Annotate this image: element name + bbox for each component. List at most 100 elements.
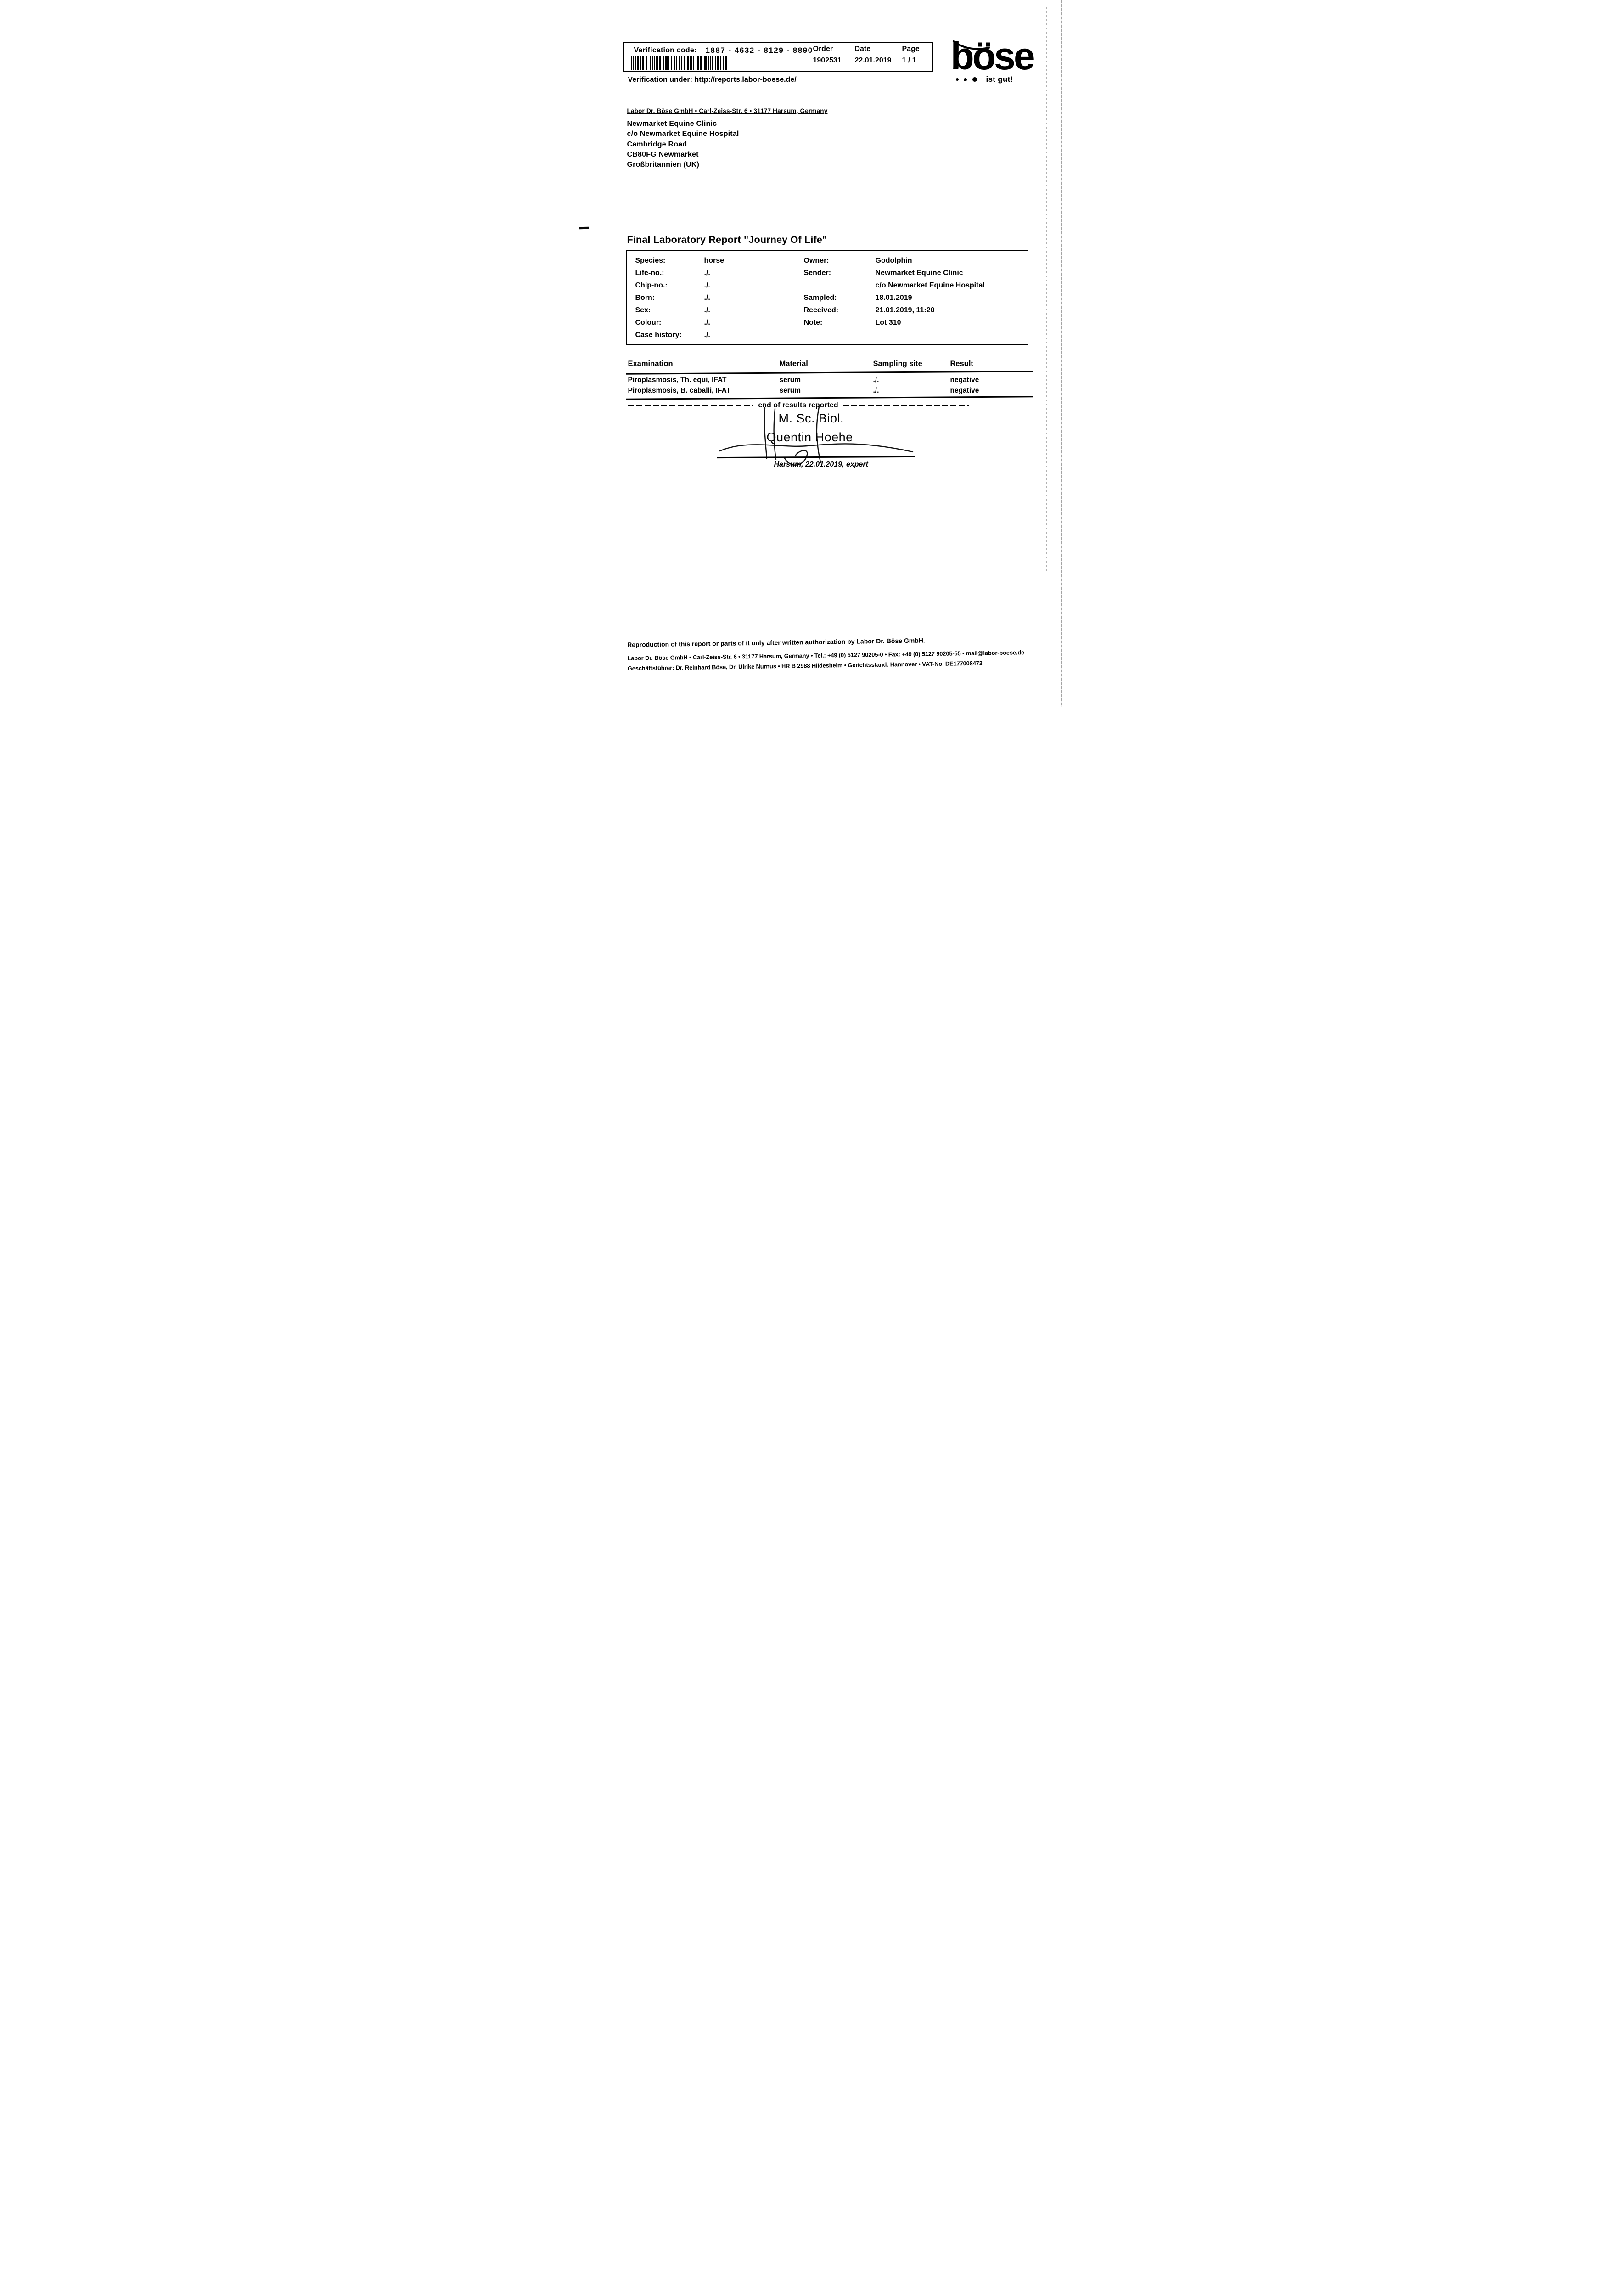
specimen-label: Species: bbox=[635, 257, 666, 264]
footer-reproduction-line: Reproduction of this report or parts of … bbox=[627, 636, 925, 648]
scan-artifact-line bbox=[1060, 0, 1062, 707]
logo-dot-icon bbox=[955, 78, 959, 81]
table-rule-bottom bbox=[626, 396, 1033, 400]
material-cell: serum bbox=[779, 376, 801, 384]
specimen-row: Life-no.: ./. bbox=[635, 269, 724, 281]
specimen-label: Case history: bbox=[635, 331, 682, 339]
specimen-label: Sender: bbox=[803, 269, 831, 277]
specimen-label: Chip-no.: bbox=[635, 281, 668, 289]
specimen-value: ./. bbox=[704, 269, 710, 277]
specimen-row: c/o Newmarket Equine Hospital bbox=[804, 281, 985, 294]
specimen-label: Sampled: bbox=[803, 294, 837, 302]
signature-scribble bbox=[719, 406, 913, 466]
specimen-row: Colour: ./. bbox=[635, 319, 724, 331]
specimen-row: Case history: ./. bbox=[635, 331, 724, 343]
examination-cell: Piroplasmosis, Th. equi, IFAT bbox=[628, 376, 727, 384]
logo-dot-icon bbox=[972, 77, 977, 82]
verification-code-value: 1887 - 4632 - 8129 - 8890 bbox=[705, 46, 813, 55]
specimen-row: Owner: Godolphin bbox=[804, 257, 985, 269]
specimen-value: 21.01.2019, 11:20 bbox=[875, 306, 935, 314]
specimen-value: 18.01.2019 bbox=[875, 294, 912, 302]
results-header-row: Examination Material Sampling site Result bbox=[628, 360, 973, 368]
specimen-label: Note: bbox=[803, 319, 823, 326]
end-of-results-line: end of results reported bbox=[628, 401, 969, 410]
scanned-lab-report-page: Verification code: 1887 - 4632 - 8129 - … bbox=[559, 0, 1064, 715]
specimen-info-box: Species: horse Life-no.: ./. Chip-no.: ./. … bbox=[626, 250, 1028, 345]
results-row: Piroplasmosis, B. caballi, IFAT serum ./. n… bbox=[628, 387, 979, 395]
date-label: Date bbox=[854, 45, 871, 53]
specimen-right-column: Owner: Godolphin Sender: Newmarket Equine … bbox=[804, 257, 985, 331]
specimen-left-column: Species: horse Life-no.: ./. Chip-no.: ./. … bbox=[635, 257, 724, 343]
specimen-label: Sex: bbox=[635, 306, 651, 314]
end-of-results-text: end of results reported bbox=[758, 401, 838, 409]
sampling-site-cell: ./. bbox=[873, 387, 879, 394]
specimen-value: Newmarket Equine Clinic bbox=[875, 269, 963, 277]
table-rule-top bbox=[626, 371, 1033, 375]
specimen-row: Note: Lot 310 bbox=[804, 319, 985, 331]
recipient-line: Großbritannien (UK) bbox=[627, 161, 700, 169]
recipient-line: Newmarket Equine Clinic bbox=[627, 120, 717, 128]
page-column: Page 1 / 1 bbox=[902, 45, 920, 65]
examination-cell: Piroplasmosis, B. caballi, IFAT bbox=[628, 387, 731, 394]
specimen-value: ./. bbox=[704, 306, 710, 314]
specimen-row: Chip-no.: ./. bbox=[635, 281, 724, 294]
order-label: Order bbox=[813, 45, 833, 53]
logo-smile-arc-icon bbox=[952, 40, 990, 50]
recipient-line: Cambridge Road bbox=[627, 140, 687, 148]
order-column: Order 1902531 bbox=[813, 45, 842, 65]
signature-name: Quentin Hoehe bbox=[766, 430, 853, 444]
sampling-site-cell: ./. bbox=[873, 376, 879, 384]
specimen-label: Colour: bbox=[635, 319, 662, 326]
specimen-row: Sex: ./. bbox=[635, 306, 724, 319]
specimen-row: Species: horse bbox=[635, 257, 724, 269]
specimen-row: Received: 21.01.2019, 11:20 bbox=[804, 306, 985, 319]
recipient-address-block: Newmarket Equine Clinic c/o Newmarket Eq… bbox=[627, 119, 739, 170]
specimen-value: ./. bbox=[704, 331, 710, 339]
verification-code-label: Verification code: bbox=[634, 46, 697, 54]
results-header-result: Result bbox=[950, 360, 973, 368]
specimen-value: ./. bbox=[704, 281, 710, 289]
fold-mark bbox=[579, 226, 589, 230]
results-header-examination: Examination bbox=[628, 360, 673, 368]
recipient-line: c/o Newmarket Equine Hospital bbox=[627, 130, 739, 138]
signature-degree: M. Sc. Biol. bbox=[778, 411, 844, 425]
date-column: Date 22.01.2019 bbox=[855, 45, 892, 65]
footer-legal-line: Geschäftsführer: Dr. Reinhard Böse, Dr. … bbox=[627, 659, 983, 672]
page-label: Page bbox=[902, 45, 920, 53]
barcode bbox=[631, 56, 734, 70]
results-row: Piroplasmosis, Th. equi, IFAT serum ./. neg… bbox=[628, 376, 979, 384]
dash-run bbox=[628, 405, 754, 406]
specimen-value: ./. bbox=[704, 319, 710, 326]
page-value: 1 / 1 bbox=[902, 56, 916, 64]
specimen-row: Sampled: 18.01.2019 bbox=[804, 294, 985, 306]
specimen-label: Born: bbox=[635, 294, 655, 302]
logo-wordmark: böse bbox=[950, 34, 1035, 78]
scan-artifact-line bbox=[1045, 7, 1047, 572]
report-title: Final Laboratory Report "Journey Of Life… bbox=[627, 234, 827, 245]
result-cell: negative bbox=[950, 387, 979, 394]
logo-tagline-text: ist gut! bbox=[986, 75, 1013, 84]
specimen-value: c/o Newmarket Equine Hospital bbox=[875, 281, 985, 289]
logo-tagline: ist gut! bbox=[955, 75, 1038, 84]
specimen-value: Godolphin bbox=[875, 257, 912, 264]
footer: Reproduction of this report or parts of … bbox=[627, 635, 1031, 672]
date-value: 22.01.2019 bbox=[854, 56, 892, 64]
signature-dateline: Harsum, 22.01.2019, expert bbox=[774, 461, 868, 468]
specimen-value: horse bbox=[704, 257, 724, 264]
specimen-row: Sender: Newmarket Equine Clinic bbox=[804, 269, 985, 281]
specimen-label: Received: bbox=[803, 306, 839, 314]
results-header-sampling-site: Sampling site bbox=[873, 360, 922, 368]
sender-address-line: Labor Dr. Böse GmbH • Carl-Zeiss-Str. 6 … bbox=[627, 107, 828, 114]
specimen-label: Owner: bbox=[803, 257, 829, 264]
dash-run bbox=[842, 405, 969, 406]
specimen-row: Born: ./. bbox=[635, 294, 724, 306]
specimen-value: ./. bbox=[704, 294, 710, 302]
material-cell: serum bbox=[779, 387, 801, 394]
specimen-value: Lot 310 bbox=[875, 319, 901, 326]
verification-url-line: Verification under: http://reports.labor… bbox=[628, 76, 797, 84]
logo-dot-icon bbox=[963, 78, 967, 81]
order-value: 1902531 bbox=[813, 56, 842, 64]
specimen-label: Life-no.: bbox=[635, 269, 664, 277]
result-cell: negative bbox=[950, 376, 979, 384]
verification-box: Verification code: 1887 - 4632 - 8129 - … bbox=[622, 42, 933, 72]
